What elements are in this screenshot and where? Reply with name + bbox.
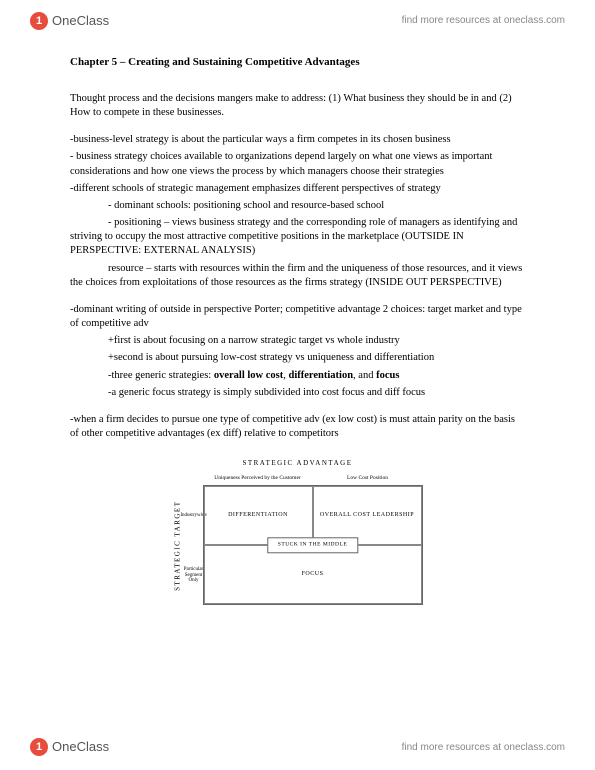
diagram-column-headers: Uniqueness Perceived by the Customer Low… <box>203 475 423 486</box>
body-text: +second is about pursuing low-cost strat… <box>70 351 525 365</box>
chapter-title: Chapter 5 – Creating and Sustaining Comp… <box>70 55 525 70</box>
text-span: , and <box>353 370 376 381</box>
diagram-cell-cost-leadership: OVERALL COST LEADERSHIP <box>313 486 422 545</box>
bold-text: overall low cost <box>214 370 283 381</box>
logo-icon: 1 <box>30 738 48 756</box>
diagram-cell-focus: FOCUS <box>204 545 422 604</box>
diagram-row-headers: Industrywide Particular Segment Only <box>185 485 203 605</box>
body-text: -business-level strategy is about the pa… <box>70 133 525 147</box>
diagram-col-header: Uniqueness Perceived by the Customer <box>203 475 313 486</box>
logo-icon: 1 <box>30 12 48 30</box>
watermark-bottom: 1 OneClass <box>30 738 109 756</box>
diagram-left-axis-label: STRATEGIC TARGET <box>173 485 185 605</box>
body-text: - business strategy choices available to… <box>70 150 525 178</box>
diagram-row-header: Industrywide <box>185 485 203 545</box>
brand-text: OneClass <box>52 12 109 30</box>
body-text: resource – starts with resources within … <box>70 262 525 290</box>
body-text: -when a firm decides to pursue one type … <box>70 413 525 441</box>
body-text-indent: - dominant schools: positioning school a… <box>70 199 525 213</box>
watermark-top: 1 OneClass <box>30 12 109 30</box>
diagram-top-axis-label: STRATEGIC ADVANTAGE <box>173 459 423 468</box>
diagram-cell-differentiation: DIFFERENTIATION <box>204 486 313 545</box>
body-text-indent: -a generic focus strategy is simply subd… <box>70 386 525 400</box>
diagram-left-axis-text: STRATEGIC TARGET <box>174 500 183 590</box>
brand-text: OneClass <box>52 738 109 756</box>
diagram-grid: DIFFERENTIATION OVERALL COST LEADERSHIP … <box>203 485 423 605</box>
diagram-col-header: Low Cost Position <box>313 475 423 486</box>
document-content: Chapter 5 – Creating and Sustaining Comp… <box>0 0 595 645</box>
body-text: -different schools of strategic manageme… <box>70 182 525 196</box>
body-text: -dominant writing of outside in perspect… <box>70 303 525 331</box>
body-text-span: +second is about pursuing low-cost strat… <box>108 352 434 363</box>
body-text-strategies: -three generic strategies: overall low c… <box>70 369 525 383</box>
tagline-top: find more resources at oneclass.com <box>402 14 565 28</box>
intro-paragraph: Thought process and the decisions manger… <box>70 92 525 120</box>
porter-matrix-diagram: STRATEGIC ADVANTAGE Uniqueness Perceived… <box>173 459 423 605</box>
diagram-row-header: Particular Segment Only <box>185 545 203 605</box>
body-text: - positioning – views business strategy … <box>70 216 525 259</box>
bold-text: differentiation <box>288 370 353 381</box>
tagline-bottom: find more resources at oneclass.com <box>402 741 565 755</box>
body-text-indent: +first is about focusing on a narrow str… <box>70 334 525 348</box>
diagram-cell-stuck-middle: STUCK IN THE MIDDLE <box>267 538 358 553</box>
body-text-span: resource – starts with resources within … <box>70 263 522 288</box>
text-span: -three generic strategies: <box>108 370 214 381</box>
bold-text: focus <box>376 370 399 381</box>
body-text-span: - positioning – views business strategy … <box>70 217 517 256</box>
